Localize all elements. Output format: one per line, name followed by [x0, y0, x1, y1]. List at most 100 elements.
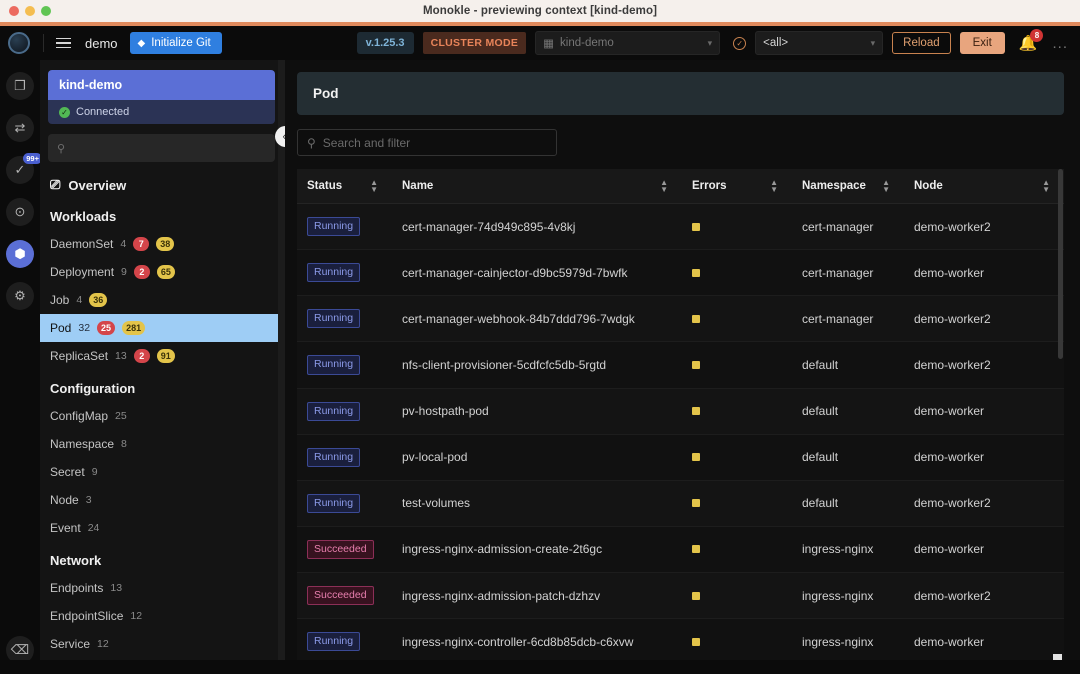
item-label: Endpoints [50, 581, 104, 595]
sidebar-item-endpoints[interactable]: Endpoints 13 [40, 574, 285, 602]
chevron-down-icon: ▾ [870, 37, 876, 48]
sidebar-item-endpointslice[interactable]: EndpointSlice 12 [40, 602, 285, 630]
namespace-select[interactable]: <all> ▾ [755, 31, 884, 55]
error-indicator-icon [692, 268, 700, 277]
sidebar-item-daemonset[interactable]: DaemonSet 4 7 38 [40, 230, 285, 258]
cell-namespace: default [792, 388, 904, 435]
sidebar-item-namespace[interactable]: Namespace 8 [40, 430, 285, 458]
context-connected-icon: ✓ [733, 36, 747, 50]
navigator-search-input[interactable]: ⚲ [48, 134, 275, 162]
table-row[interactable]: Running pv-hostpath-pod default demo-worker [297, 388, 1064, 435]
window-controls[interactable] [9, 6, 51, 16]
sort-icon[interactable]: ▲ ▼ [770, 178, 778, 194]
status-badge: Succeeded [307, 539, 374, 559]
cell-namespace: ingress-nginx [792, 572, 904, 620]
sidebar-item-job[interactable]: Job 4 36 [40, 286, 285, 314]
terminal-icon[interactable]: ⌫ [6, 636, 34, 664]
reload-button[interactable]: Reload [892, 32, 951, 54]
column-header-namespace[interactable]: Namespace ▲ ▼ [792, 169, 904, 204]
column-header-errors[interactable]: Errors ▲ ▼ [682, 169, 792, 204]
cluster-context-select[interactable]: ▦ kind-demo ▾ [535, 31, 721, 55]
table-row[interactable]: Running nfs-client-provisioner-5cdfcfc5db… [297, 341, 1064, 389]
settings-gear-icon[interactable]: ⚙ [6, 282, 34, 310]
accent-bar [0, 22, 1080, 26]
compare-icon[interactable]: ⇄ [6, 114, 34, 142]
status-badge: Running [307, 447, 361, 467]
sort-icon[interactable]: ▲ ▼ [370, 178, 378, 194]
menu-icon[interactable] [56, 37, 71, 49]
sort-icon[interactable]: ▲ ▼ [882, 178, 890, 194]
table-row[interactable]: Running pv-local-pod default demo-worker [297, 434, 1064, 481]
search-input[interactable]: ⚲ Search and filter [297, 129, 557, 156]
exit-button[interactable]: Exit [959, 32, 1005, 54]
collapse-panel-button[interactable]: « [275, 126, 285, 147]
cell-status: Running [297, 480, 392, 527]
sidebar-item-replicaset[interactable]: ReplicaSet 13 2 91 [40, 342, 285, 370]
cell-errors [682, 295, 792, 343]
table-row[interactable]: Succeeded ingress-nginx-admission-create-… [297, 526, 1064, 574]
item-label: Namespace [50, 437, 115, 451]
error-indicator-icon [692, 453, 700, 462]
sidebar-item-service[interactable]: Service 12 [40, 630, 285, 658]
cell-status: Succeeded [297, 572, 392, 620]
table-row[interactable]: Running ingress-nginx-controller-6cd8b85d… [297, 618, 1064, 666]
cell-errors [682, 618, 792, 666]
table-row[interactable]: Succeeded ingress-nginx-admission-patch-d… [297, 572, 1064, 620]
cell-node: demo-worker2 [904, 203, 1064, 251]
item-count: 12 [97, 638, 109, 650]
cluster-icon[interactable]: ⬢ [6, 240, 34, 268]
sort-icon[interactable]: ▲ ▼ [1042, 178, 1050, 194]
monokle-logo-icon [8, 32, 30, 54]
cell-status: Running [297, 249, 392, 297]
sort-icon[interactable]: ▲ ▼ [660, 178, 668, 194]
section-header-configuration: Configuration [50, 381, 136, 396]
notifications-button[interactable]: 🔔 8 [1019, 28, 1044, 53]
cell-status: Succeeded [297, 526, 392, 574]
column-header-name[interactable]: Name ▲ ▼ [392, 169, 682, 204]
initialize-git-button[interactable]: ◆ Initialize Git [129, 32, 222, 54]
status-badge: Running [307, 263, 361, 283]
status-badge: Running [307, 309, 361, 329]
item-count: 4 [120, 238, 127, 250]
close-icon[interactable] [9, 6, 19, 16]
top-toolbar: demo ◆ Initialize Git v.1.25.3 CLUSTER M… [0, 26, 1080, 60]
column-label: Namespace [802, 180, 866, 192]
warning-badge: 281 [122, 321, 146, 335]
main-panel: Pod ⚲ Search and filter Status ▲ ▼ [285, 60, 1080, 674]
context-name[interactable]: kind-demo [48, 70, 275, 100]
cell-name: ingress-nginx-admission-create-2t6gc [392, 526, 682, 574]
table-vertical-scrollbar[interactable] [1058, 169, 1063, 359]
sidebar-item-pod[interactable]: Pod 32 25 281 [40, 314, 285, 342]
icon-rail: ❐ ⇄ ✓ 99+ ⊙ ⬢ ⚙ ⌫ [0, 60, 42, 674]
table-row[interactable]: Running cert-manager-webhook-84b7ddd796-7… [297, 295, 1064, 343]
initialize-git-label: Initialize Git [151, 37, 211, 49]
item-count: 32 [78, 322, 91, 334]
item-label: Event [50, 521, 81, 535]
table-header: Status ▲ ▼ Name ▲ ▼ Errors ▲ ▼ [297, 169, 1064, 204]
column-header-status[interactable]: Status ▲ ▼ [297, 169, 392, 204]
column-header-node[interactable]: Node ▲ ▼ [904, 169, 1064, 204]
sidebar-item-secret[interactable]: Secret 9 [40, 458, 285, 486]
error-badge: 7 [133, 237, 150, 251]
minimize-icon[interactable] [25, 6, 35, 16]
table-row[interactable]: Running cert-manager-cainjector-d9bc5979d… [297, 249, 1064, 297]
sidebar-item-node[interactable]: Node 3 [40, 486, 285, 514]
maximize-icon[interactable] [41, 6, 51, 16]
cluster-mode-badge: CLUSTER MODE [422, 32, 527, 54]
table-row[interactable]: Running test-volumes default demo-worker2 [297, 480, 1064, 527]
sidebar-item-event[interactable]: Event 24 [40, 514, 285, 542]
validation-icon[interactable]: ✓ 99+ [6, 153, 42, 184]
cell-status: Running [297, 203, 392, 251]
cell-namespace: ingress-nginx [792, 618, 904, 666]
sidebar-item-configmap[interactable]: ConfigMap 25 [40, 402, 285, 430]
file-explorer-icon[interactable]: ❐ [6, 72, 34, 100]
status-badge: Running [307, 217, 361, 237]
panel-resize-handle[interactable] [278, 60, 285, 674]
sidebar-item-overview[interactable]: ⎚ Overview [40, 172, 285, 198]
git-icon[interactable]: ⊙ [6, 198, 34, 226]
sidebar-item-deployment[interactable]: Deployment 9 2 65 [40, 258, 285, 286]
more-options-button[interactable]: ... [1052, 34, 1068, 52]
context-status: ✓ Connected [48, 100, 275, 124]
table-row[interactable]: Running cert-manager-74d949c895-4v8kj cert… [297, 203, 1064, 251]
